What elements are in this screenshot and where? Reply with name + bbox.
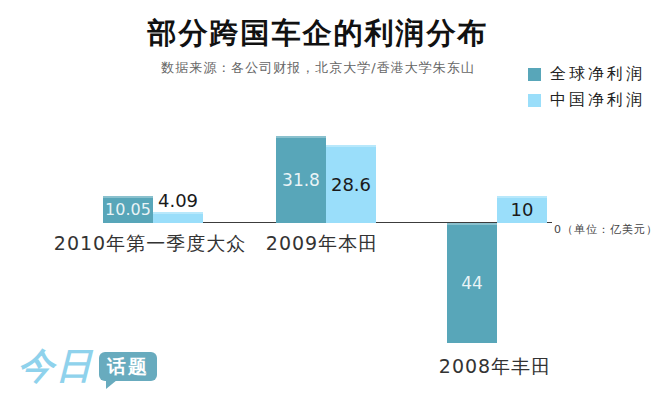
logo-speech-bubble: 话题 [99, 352, 157, 381]
axis-unit-label: 0（单位：亿美元） [554, 222, 658, 237]
chart-legend: 全球净利润 中国净利润 [528, 61, 645, 113]
category-label-honda: 2009年本田 [266, 231, 378, 257]
legend-swatch-china [528, 94, 541, 107]
bar-honda-global-profit: 31.8 [276, 136, 326, 223]
bar-honda-china-profit: 28.6 [326, 145, 376, 223]
legend-item-global: 全球净利润 [528, 61, 645, 87]
page-title: 部分跨国车企的利润分布 [0, 16, 636, 51]
bar-value-label: 4.09 [153, 190, 203, 211]
legend-label-china: 中国净利润 [550, 90, 645, 111]
bar-value-label: 44 [461, 273, 483, 293]
bar-value-label: 28.6 [331, 174, 371, 195]
infographic-page: 部分跨国车企的利润分布 数据来源：各公司财报，北京大学/香港大学朱东山 全球净利… [0, 0, 660, 400]
category-label-vw: 2010年第一季度大众 [54, 231, 246, 257]
logo-text-jinri: 今日 [18, 348, 94, 384]
legend-swatch-global [528, 68, 541, 81]
bar-toyota-china-profit: 10 [497, 196, 547, 223]
legend-label-global: 全球净利润 [550, 64, 645, 85]
bar-value-label: 10 [511, 199, 534, 220]
bar-vw-china-profit: 4.09 [153, 212, 203, 223]
bar-vw-global-profit: 10.05 [103, 196, 153, 223]
jinri-huati-logo: 今日 话题 [18, 348, 157, 384]
legend-item-china: 中国净利润 [528, 87, 645, 113]
bar-toyota-global-loss: 44 [447, 223, 497, 343]
category-label-toyota: 2008年丰田 [439, 354, 551, 380]
bar-value-label: 10.05 [105, 200, 151, 219]
bar-value-label: 31.8 [282, 170, 320, 190]
